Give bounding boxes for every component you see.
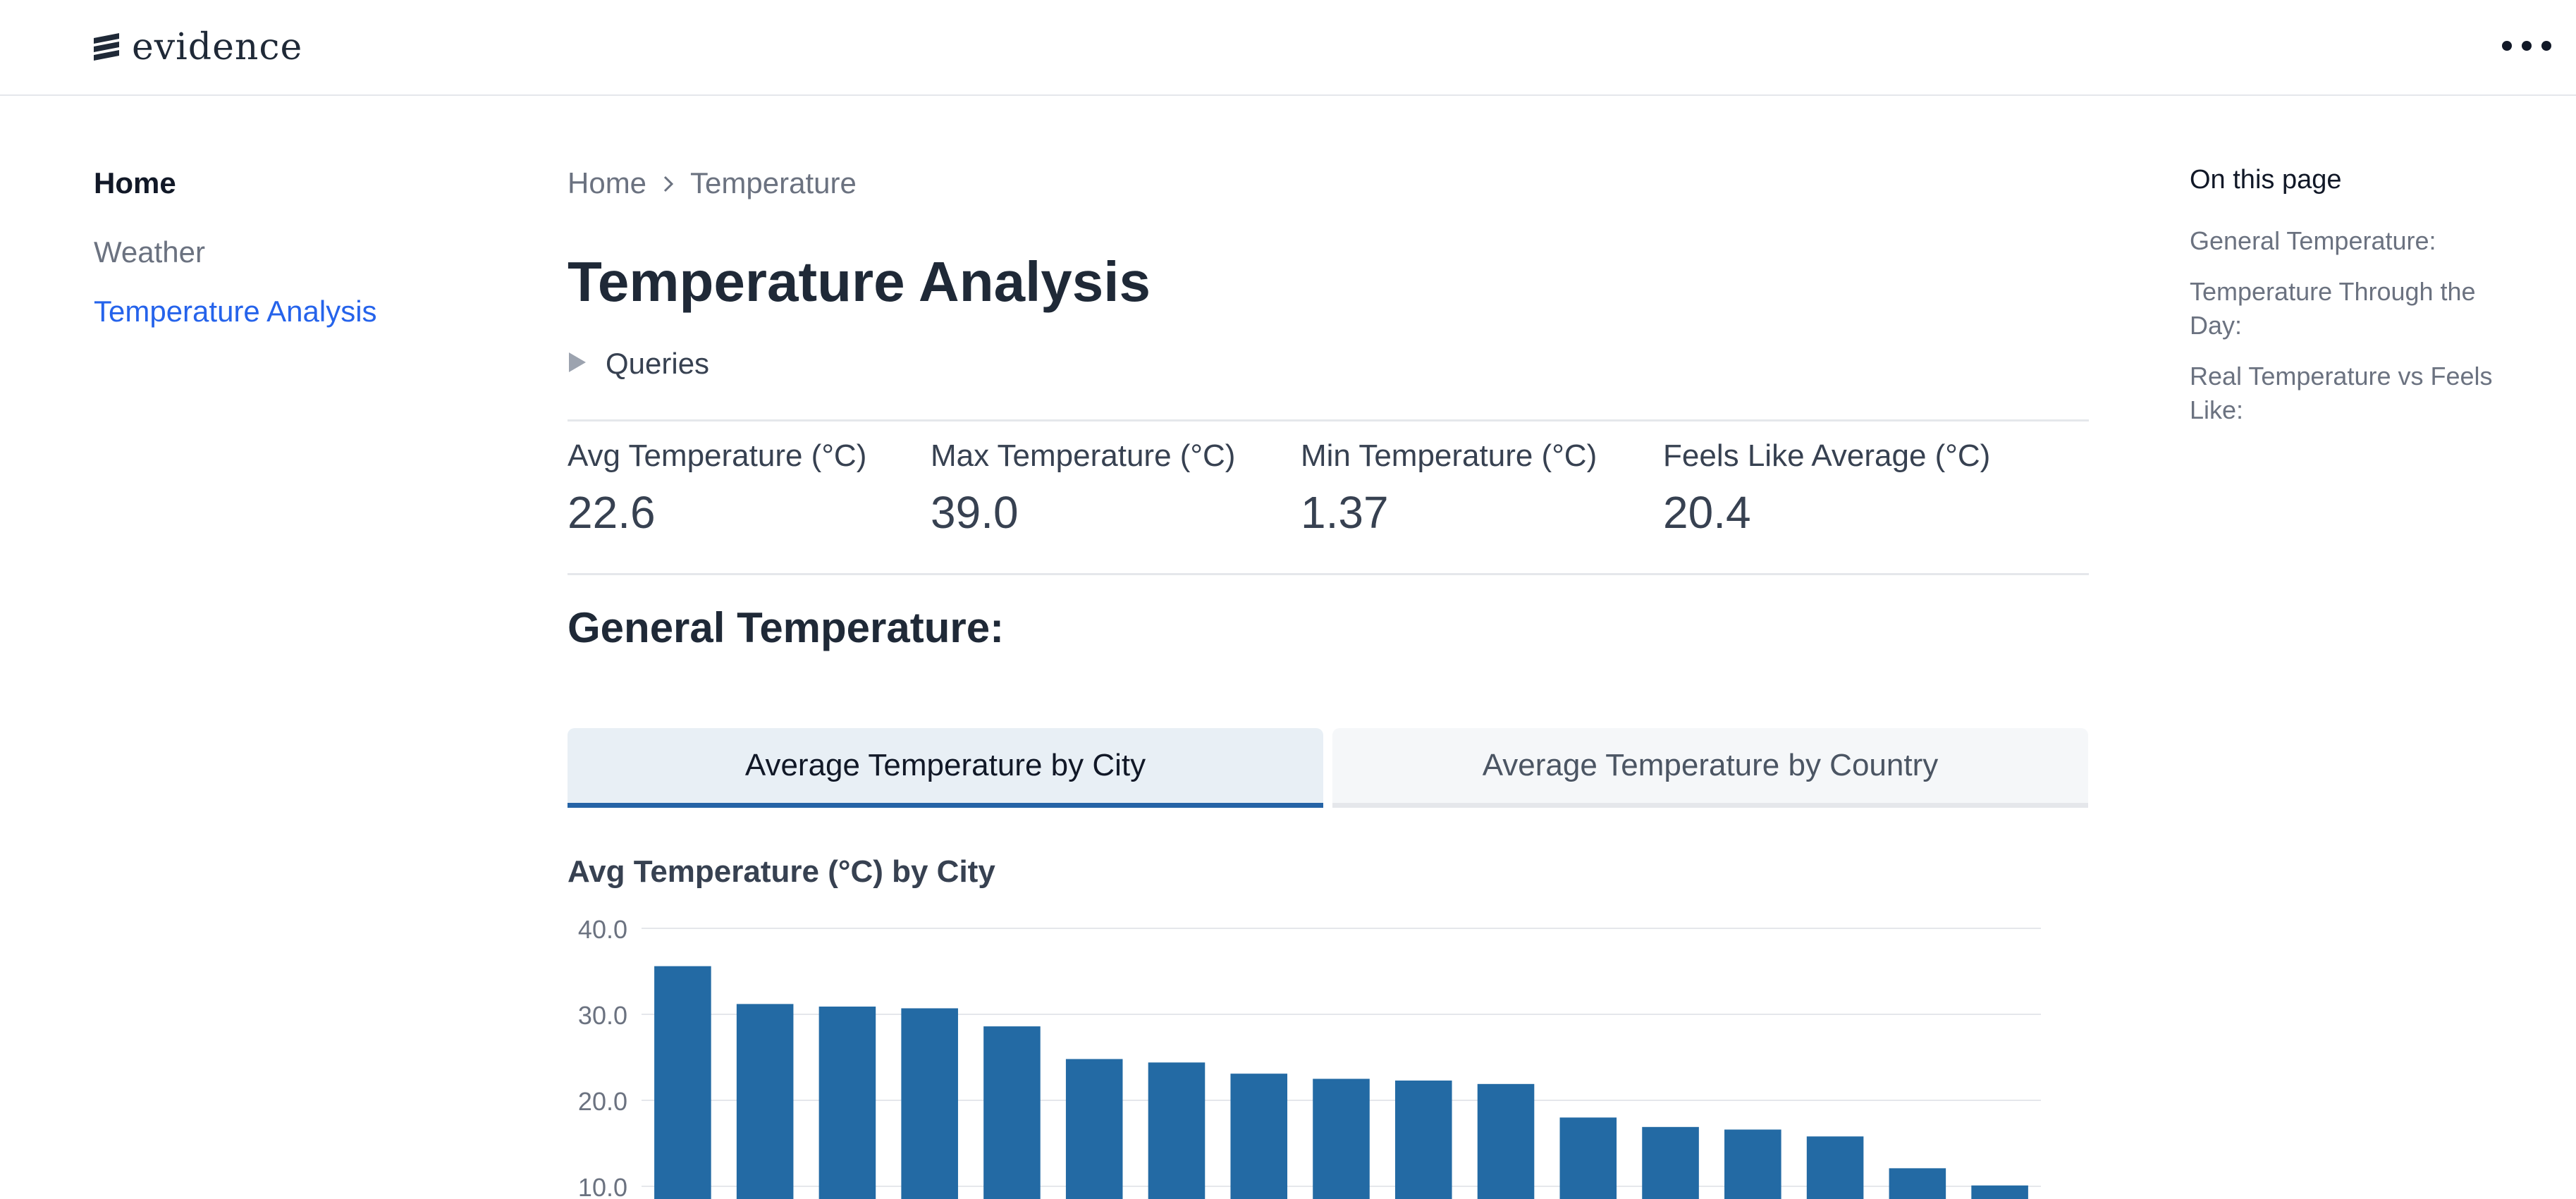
tab-average-temperature-by-country[interactable]: Average Temperature by Country xyxy=(1332,728,2088,808)
kpi-feels-like-average: Feels Like Average (°C) 20.4 xyxy=(1663,438,1990,539)
kpi-label: Feels Like Average (°C) xyxy=(1663,438,1991,473)
y-tick-label: 20.0 xyxy=(578,1087,627,1116)
kpi-avg-temperature: Avg Temperature (°C) 22.6 xyxy=(568,438,866,539)
kpi-value: 39.0 xyxy=(931,487,1019,538)
toc-item-real-vs-feels-like[interactable]: Real Temperature vs Feels Like: xyxy=(2190,362,2493,424)
chart-title: Avg Temperature (°C) by City xyxy=(568,854,995,889)
bar xyxy=(1889,1168,1946,1199)
breadcrumb-temperature[interactable]: Temperature xyxy=(690,166,857,199)
bar xyxy=(1559,1117,1617,1199)
top-header: evidence xyxy=(0,0,2576,96)
bar xyxy=(1806,1136,1864,1199)
bar-chart: 40.0 30.0 20.0 10.0 xyxy=(578,915,2041,1199)
bar xyxy=(1230,1074,1288,1199)
toc-item-temperature-through-the-day[interactable]: Temperature Through the Day: xyxy=(2190,277,2476,340)
section-title: General Temperature: xyxy=(568,604,1005,651)
queries-label: Queries xyxy=(606,347,710,380)
bar xyxy=(1313,1078,1370,1199)
chevron-right-icon xyxy=(662,166,675,200)
tab-average-temperature-by-city[interactable]: Average Temperature by City xyxy=(568,728,1323,808)
bar xyxy=(1394,1080,1452,1199)
queries-toggle[interactable]: Queries xyxy=(568,347,709,381)
triangle-right-icon xyxy=(568,347,587,381)
bar xyxy=(1065,1059,1123,1199)
bar xyxy=(1148,1062,1206,1199)
y-tick-label: 10.0 xyxy=(578,1173,627,1199)
bar xyxy=(818,1007,876,1199)
kpi-label: Min Temperature (°C) xyxy=(1301,438,1597,473)
logo[interactable]: evidence xyxy=(92,23,302,72)
bar xyxy=(1642,1126,1699,1199)
divider xyxy=(568,419,2089,422)
sidebar-item-weather[interactable]: Weather xyxy=(94,235,205,269)
page-title: Temperature Analysis xyxy=(568,250,1151,313)
divider xyxy=(568,573,2089,575)
kpi-value: 1.37 xyxy=(1301,487,1389,538)
kpi-max-temperature: Max Temperature (°C) 39.0 xyxy=(931,438,1235,539)
bar xyxy=(1971,1185,2028,1199)
bar xyxy=(901,1008,958,1199)
logo-text: evidence xyxy=(132,26,303,68)
on-this-page: On this page General Temperature: Temper… xyxy=(2190,165,2528,424)
sidebar-item-temperature-analysis[interactable]: Temperature Analysis xyxy=(94,295,377,328)
kpi-label: Max Temperature (°C) xyxy=(931,438,1236,473)
y-tick-label: 30.0 xyxy=(578,1001,627,1030)
bar xyxy=(983,1026,1041,1199)
bar xyxy=(1477,1083,1535,1199)
bar xyxy=(1724,1129,1781,1199)
more-horizontal-icon[interactable] xyxy=(2502,35,2551,56)
breadcrumb-home[interactable]: Home xyxy=(568,166,647,199)
kpi-min-temperature: Min Temperature (°C) 1.37 xyxy=(1301,438,1597,539)
y-tick-label: 40.0 xyxy=(578,915,627,944)
bar xyxy=(654,966,711,1199)
kpi-value: 20.4 xyxy=(1663,487,1751,538)
breadcrumb: Home Temperature xyxy=(568,166,857,200)
kpi-value: 22.6 xyxy=(568,487,656,538)
toc-item-general-temperature[interactable]: General Temperature: xyxy=(2190,226,2436,255)
bar xyxy=(736,1004,794,1199)
evidence-logo-icon xyxy=(92,31,122,64)
toc-title: On this page xyxy=(2190,165,2342,195)
kpi-label: Avg Temperature (°C) xyxy=(568,438,867,473)
sidebar-item-home[interactable]: Home xyxy=(94,166,176,199)
